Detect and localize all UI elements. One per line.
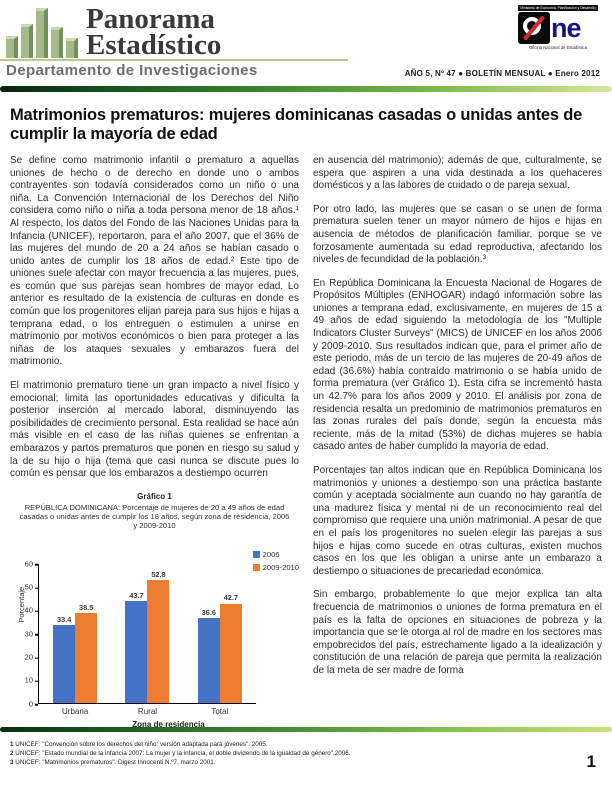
data-label: 38.5	[79, 603, 94, 613]
brand-title: Panorama Estadístico	[86, 3, 222, 61]
y-tick-label: 20	[24, 652, 39, 662]
left-column: Se define como matrimonio infantil o pre…	[10, 155, 299, 730]
legend-entry: 2009-2010	[252, 562, 299, 573]
logo-bar	[6, 36, 18, 58]
bar-2006-rural	[125, 601, 148, 704]
legend-label: 2009-2010	[262, 562, 299, 572]
bar-group-total: 36.6 42.7 Total	[184, 564, 256, 716]
article-title: Matrimonios prematuros: mujeres dominica…	[10, 106, 583, 144]
brand-title-line2: Estadístico	[86, 29, 222, 61]
legend-entry: 2006	[252, 550, 299, 560]
paragraph: Por otro lado, las mujeres que se casan …	[313, 203, 602, 266]
footnote-number: 1	[10, 741, 14, 748]
footnote: 3 UNICEF: "Matrimonios prematuros". Dige…	[10, 758, 351, 767]
logo-bar	[51, 27, 63, 58]
paragraph: Se define como matrimonio infantil o pre…	[10, 154, 299, 368]
bar-group-urbana: 33.4 38.5 Urbana	[39, 564, 111, 716]
bar-wrap: 52.8	[147, 569, 170, 704]
bar-2006-total	[197, 617, 220, 704]
bar-2009-2010-urbana	[75, 613, 98, 704]
one-wordmark: ne	[518, 12, 598, 44]
legend-swatch-icon	[252, 551, 260, 559]
legend-label: 2006	[262, 550, 280, 560]
chart-title: Gráfico 1	[137, 491, 172, 501]
bar-2009-2010-total	[219, 603, 242, 704]
header: Panorama Estadístico Departamento de Inv…	[0, 0, 612, 92]
legend-swatch-icon	[252, 564, 260, 572]
bar-wrap: 38.5	[75, 603, 98, 704]
y-tick-label: 60	[24, 559, 39, 569]
footnote-text: UNICEF: "Convención sobre los derechos d…	[15, 741, 268, 748]
y-tick-label: 30	[24, 629, 39, 639]
y-axis: 0 10 20 30 40 50 60	[22, 559, 39, 708]
category-label: Rural	[137, 707, 158, 717]
brand-title-line1: Panorama	[86, 3, 215, 35]
article-body: Se define como matrimonio infantil o pre…	[10, 155, 602, 730]
chart-subtitle: REPÚBLICA DOMINICANA: Porcentaje de muje…	[19, 502, 290, 531]
logo-bar	[21, 24, 33, 58]
paragraph: Sin embargo, probablemente lo que mejor …	[313, 589, 602, 676]
one-caption: Oficina Nacional de Estadística	[529, 45, 587, 50]
x-axis-label: Zona de residencia	[132, 720, 205, 730]
bar-group-rural: 43.7 52.8 Rural	[111, 564, 183, 716]
brand-block: Panorama Estadístico	[0, 4, 348, 61]
bar-chart-logo-icon	[6, 8, 78, 58]
bar-wrap: 42.7	[219, 593, 242, 704]
data-label: 36.6	[201, 607, 216, 617]
issue-line: AÑO 5, Nº 47 ● BOLETÍN MENSUAL ● Enero 2…	[404, 69, 600, 78]
one-o-icon	[518, 12, 550, 44]
grafico-1: Gráfico 1 REPÚBLICA DOMINICANA: Porcenta…	[10, 492, 299, 730]
one-logo: Ministerio de Economía, Planificación y …	[518, 5, 598, 50]
paragraph: El matrimonio prematuro tiene un gran im…	[10, 380, 299, 480]
footnote: 2 UNICEF: "Estado mundial de la infancia…	[10, 749, 351, 758]
plot-area: 33.4 38.5 Urbana 43.7 52.8 Rural 36.6 42.7 Total	[38, 564, 256, 716]
y-tick-label: 0	[28, 699, 39, 709]
ministry-strip: Ministerio de Economía, Planificación y …	[518, 5, 598, 11]
footnote-number: 2	[10, 750, 14, 758]
y-tick-label: 10	[24, 676, 39, 686]
data-label: 43.7	[129, 591, 144, 601]
footnotes: 1 UNICEF: "Convención sobre los derechos…	[10, 740, 351, 767]
header-rule	[0, 86, 612, 92]
logo-bar	[66, 38, 78, 58]
chart-body: Porcentaje 0 10 20 30 40 50 60 33.4 38.5 Urbana 4…	[10, 536, 299, 716]
bar-2006-urbana	[53, 625, 76, 704]
footnote-text: UNICEF: "Matrimonios prematuros". Digest…	[15, 759, 216, 767]
bar-2009-2010-rural	[147, 580, 170, 704]
department-subtitle: Departamento de Investigaciones	[6, 62, 258, 79]
page-number: 1	[586, 752, 596, 771]
category-label: Total	[211, 707, 229, 717]
bar-wrap: 33.4	[53, 615, 76, 704]
one-ne-text: ne	[551, 13, 581, 43]
bar-wrap: 36.6	[197, 607, 220, 704]
footnote-number: 3	[10, 759, 14, 767]
right-column: en ausencia del matrimonio); además de q…	[313, 155, 602, 730]
footnote-text: UNICEF: "Estado mundial de la infancia 2…	[15, 750, 351, 758]
data-label: 33.4	[57, 615, 72, 625]
footnote: 1 UNICEF: "Convención sobre los derechos…	[10, 740, 351, 749]
data-label: 42.7	[223, 593, 238, 603]
data-label: 52.8	[151, 569, 166, 579]
y-tick-label: 40	[24, 606, 39, 616]
y-tick-label: 50	[24, 582, 39, 592]
footer-rule	[0, 727, 612, 732]
category-label: Urbana	[62, 707, 89, 717]
logo-bar	[36, 8, 48, 58]
paragraph: En República Dominicana la Encuesta Naci…	[313, 277, 602, 453]
paragraph: en ausencia del matrimonio); además de q…	[313, 154, 602, 192]
paragraph: Porcentajes tan altos indican que en Rep…	[313, 465, 602, 577]
chart-legend: 2006 2009-2010	[252, 550, 299, 575]
bar-wrap: 43.7	[125, 591, 148, 704]
